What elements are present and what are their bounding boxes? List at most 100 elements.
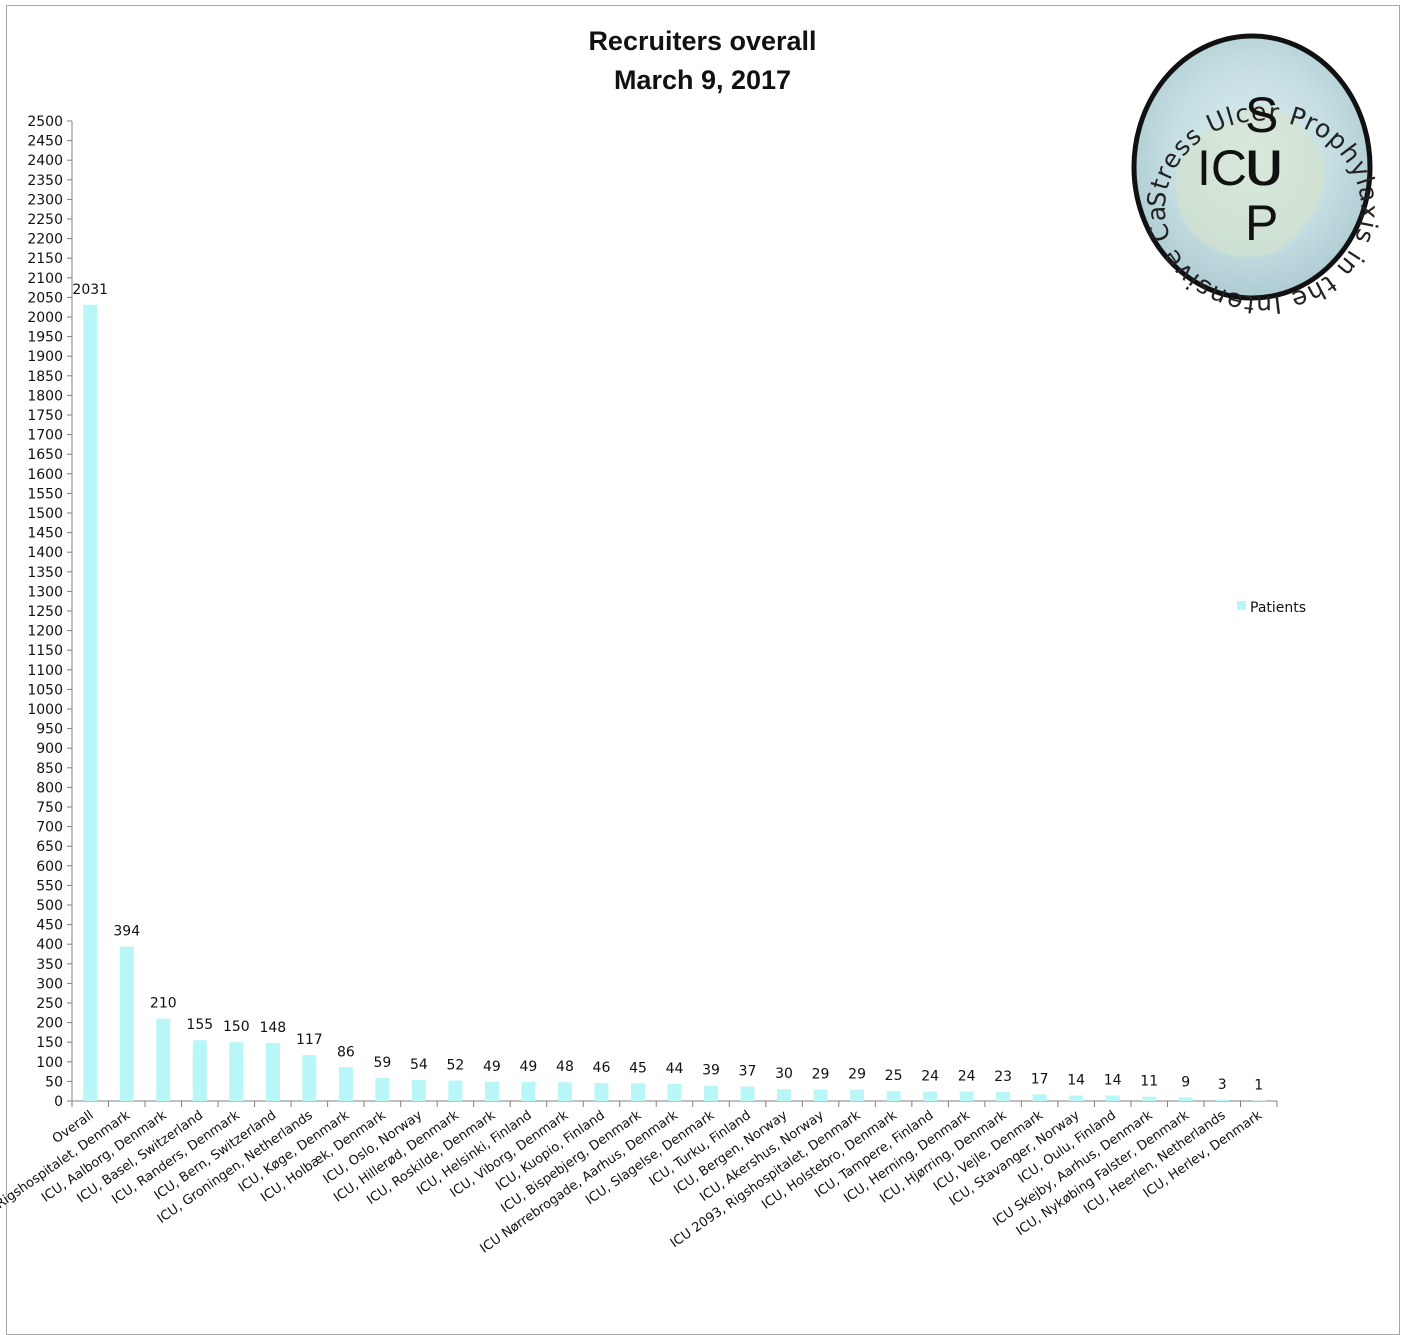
data-label: 117 — [296, 1032, 323, 1048]
bar — [741, 1086, 755, 1101]
bar — [193, 1040, 207, 1101]
legend-swatch — [1237, 601, 1246, 610]
y-tick-label: 2400 — [27, 153, 63, 169]
data-label: 155 — [186, 1017, 213, 1033]
x-axis — [72, 1101, 1277, 1107]
y-tick-label: 1350 — [27, 565, 63, 581]
bar — [704, 1086, 718, 1101]
y-tick-label: 1550 — [27, 486, 63, 502]
bar — [1069, 1096, 1083, 1101]
y-axis: 0501001502002503003504004505005506006507… — [27, 114, 72, 1110]
bar — [1215, 1100, 1229, 1101]
bar — [960, 1092, 974, 1101]
bar — [1179, 1097, 1193, 1101]
y-tick-label: 550 — [36, 878, 63, 894]
y-tick-label: 2350 — [27, 173, 63, 189]
data-label: 148 — [259, 1020, 286, 1036]
y-tick-label: 1250 — [27, 604, 63, 620]
y-tick-label: 2150 — [27, 251, 63, 267]
y-tick-label: 2100 — [27, 271, 63, 287]
y-tick-label: 1850 — [27, 369, 63, 385]
bar — [558, 1082, 572, 1101]
logo-letter-u: U — [1245, 140, 1281, 196]
bar — [814, 1090, 828, 1101]
data-label: 3 — [1218, 1077, 1227, 1093]
y-tick-label: 2000 — [27, 310, 63, 326]
bar — [668, 1084, 682, 1101]
data-label: 14 — [1104, 1073, 1122, 1089]
bar — [521, 1082, 535, 1101]
legend-label: Patients — [1250, 600, 1306, 616]
y-tick-label: 200 — [36, 1016, 63, 1032]
bar — [229, 1042, 243, 1101]
bar — [120, 947, 134, 1101]
y-tick-label: 50 — [45, 1074, 63, 1090]
y-tick-label: 950 — [36, 722, 63, 738]
y-tick-label: 1150 — [27, 643, 63, 659]
y-tick-label: 1800 — [27, 388, 63, 404]
y-tick-label: 1450 — [27, 526, 63, 542]
data-label: 25 — [885, 1068, 903, 1084]
y-tick-label: 800 — [36, 780, 63, 796]
bar — [339, 1067, 353, 1101]
bar — [594, 1083, 608, 1101]
bar — [887, 1091, 901, 1101]
data-label: 1 — [1254, 1078, 1263, 1094]
bar — [485, 1082, 499, 1101]
y-tick-label: 250 — [36, 996, 63, 1012]
y-tick-label: 900 — [36, 741, 63, 757]
y-tick-label: 2250 — [27, 212, 63, 228]
y-tick-label: 2300 — [27, 192, 63, 208]
y-tick-label: 1050 — [27, 682, 63, 698]
data-label: 45 — [629, 1060, 647, 1076]
bar — [777, 1089, 791, 1101]
data-label: 30 — [775, 1066, 793, 1082]
y-tick-label: 1400 — [27, 545, 63, 561]
y-tick-label: 450 — [36, 918, 63, 934]
data-label: 2031 — [72, 282, 108, 298]
data-label: 150 — [223, 1019, 250, 1035]
legend: Patients — [1237, 600, 1306, 616]
y-tick-label: 400 — [36, 937, 63, 953]
y-tick-label: 0 — [54, 1094, 63, 1110]
bar — [302, 1055, 316, 1101]
bar — [412, 1080, 426, 1101]
bar — [923, 1092, 937, 1101]
logo-letter-s: S — [1245, 87, 1278, 143]
y-tick-label: 350 — [36, 957, 63, 973]
bar — [83, 305, 97, 1101]
data-label: 49 — [483, 1059, 501, 1075]
y-tick-label: 150 — [36, 1035, 63, 1051]
y-tick-label: 1950 — [27, 330, 63, 346]
bar — [1033, 1094, 1047, 1101]
y-tick-label: 100 — [36, 1055, 63, 1071]
data-label: 39 — [702, 1063, 720, 1079]
bar — [850, 1090, 864, 1101]
y-tick-label: 750 — [36, 800, 63, 816]
data-label: 49 — [520, 1059, 538, 1075]
bars — [83, 305, 1265, 1101]
data-label: 59 — [373, 1055, 391, 1071]
bar — [996, 1092, 1010, 1101]
data-label: 29 — [812, 1067, 830, 1083]
data-label: 14 — [1067, 1073, 1085, 1089]
data-label: 86 — [337, 1044, 355, 1060]
bar — [375, 1078, 389, 1101]
y-tick-label: 2500 — [27, 114, 63, 130]
data-label: 37 — [739, 1063, 757, 1079]
y-tick-label: 1500 — [27, 506, 63, 522]
data-label: 48 — [556, 1059, 574, 1075]
y-tick-label: 850 — [36, 761, 63, 777]
y-tick-label: 2450 — [27, 134, 63, 150]
y-tick-label: 1000 — [27, 702, 63, 718]
bar — [448, 1081, 462, 1101]
data-label: 23 — [994, 1069, 1012, 1085]
bar — [1142, 1097, 1156, 1101]
y-tick-label: 1200 — [27, 624, 63, 640]
y-tick-label: 1700 — [27, 428, 63, 444]
y-tick-label: 1300 — [27, 584, 63, 600]
data-label: 24 — [921, 1069, 939, 1085]
